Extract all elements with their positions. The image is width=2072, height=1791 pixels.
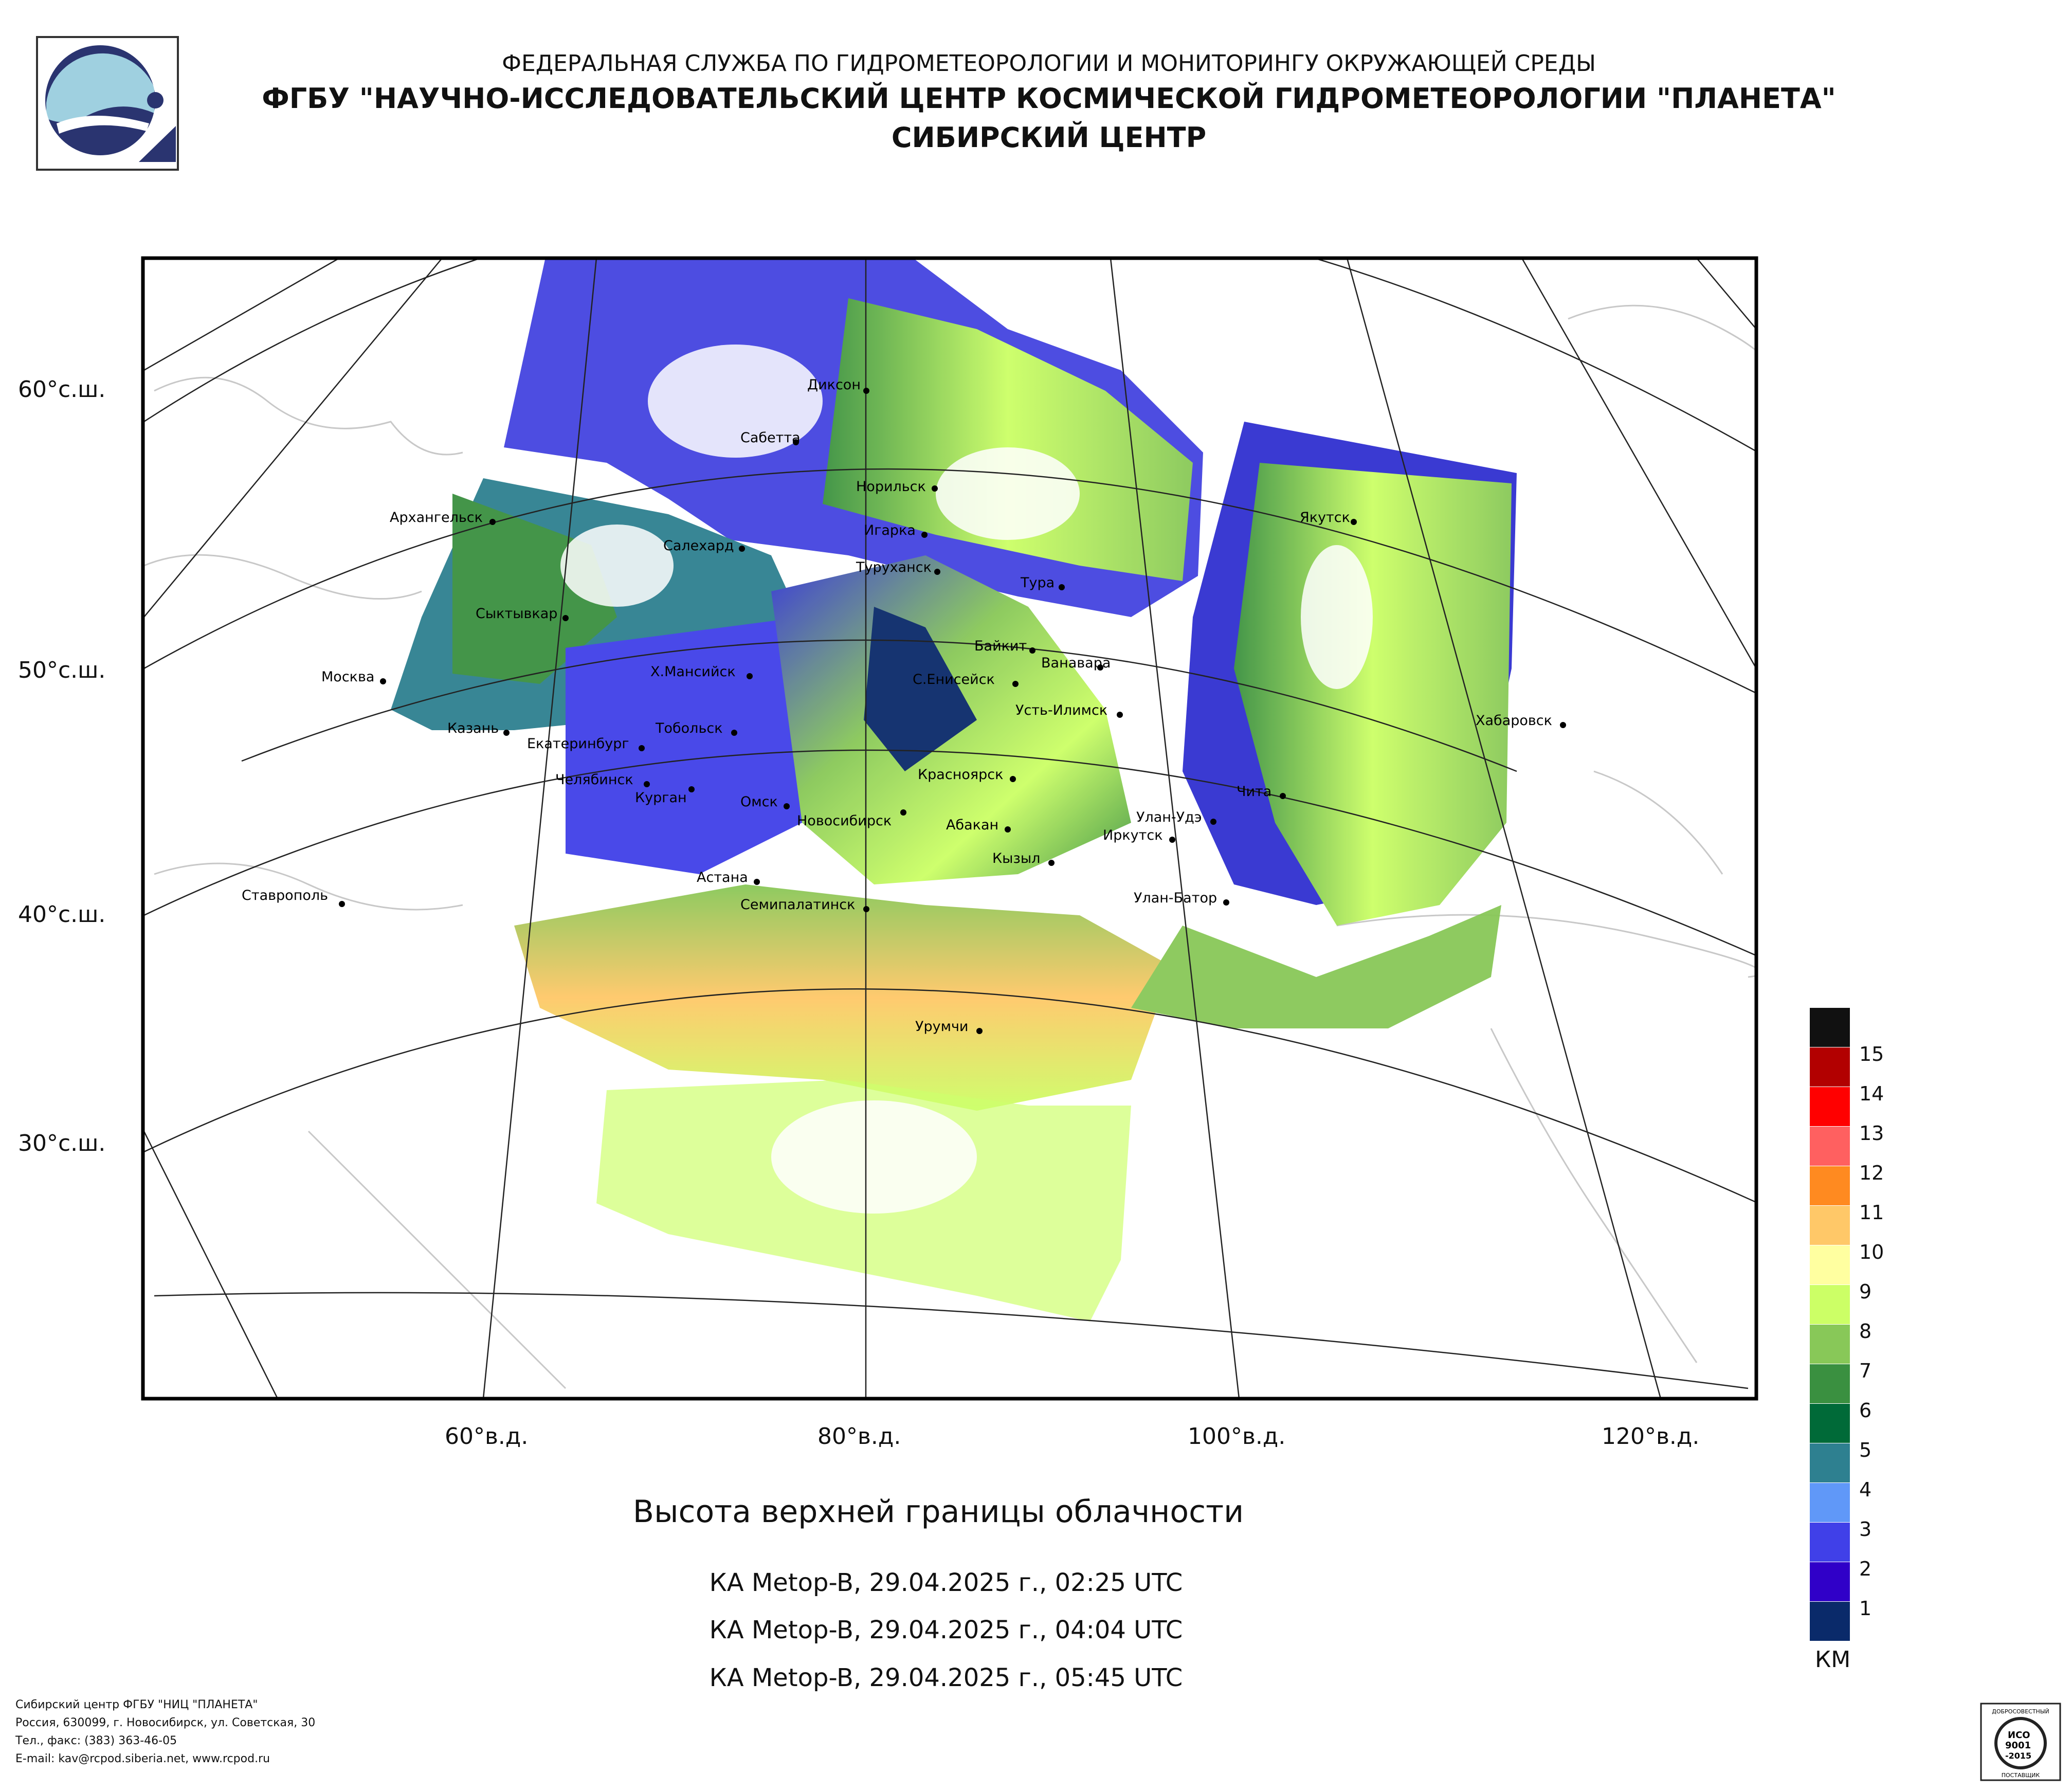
city-label: Кызыл: [992, 851, 1040, 866]
lon-label-100: 100°в.д.: [1188, 1423, 1285, 1450]
legend-swatch: [1810, 1285, 1850, 1324]
city-label: Улан-Удэ: [1136, 809, 1202, 825]
legend-swatch: [1810, 1206, 1850, 1245]
city-label: Диксон: [807, 377, 861, 393]
legend-swatch: [1810, 1404, 1850, 1443]
legend-swatch: [1810, 1523, 1850, 1562]
iso-badge: ДОБРОСОВЕСТНЫЙ ИСО 9001 -2015 ПОСТАВЩИК: [1979, 1702, 2062, 1782]
city-label: Семипалатинск: [740, 897, 855, 913]
city-label: Салехард: [663, 538, 734, 554]
map-title: Высота верхней границы облачности: [632, 1494, 1244, 1530]
city-label: Туруханск: [856, 559, 932, 575]
legend-label: 12: [1859, 1162, 1884, 1184]
city-label: Тобольск: [655, 720, 723, 736]
city-label: Урумчи: [915, 1019, 968, 1035]
svg-text:-2015: -2015: [2005, 1751, 2031, 1761]
lat-label-30: 30°с.ш.: [18, 1130, 105, 1156]
footer-email: E-mail: kav@rcpod.siberia.net, www.rcpod…: [15, 1752, 270, 1765]
legend-swatch: [1810, 1127, 1850, 1166]
footer-phone: Тел., факс: (383) 363-46-05: [15, 1734, 177, 1747]
legend-swatch: [1810, 1008, 1850, 1047]
legend-swatch: [1810, 1047, 1850, 1087]
legend-label: 4: [1859, 1478, 1872, 1501]
legend-label: 10: [1859, 1241, 1884, 1263]
city-label: Усть-Илимск: [1015, 702, 1107, 718]
legend-swatch: [1810, 1166, 1850, 1205]
city-label: Байкит: [974, 638, 1027, 654]
city-label: Челябинск: [555, 772, 633, 788]
city-label: Казань: [447, 720, 499, 736]
satellite-pass: КА Metop-B, 29.04.2025 г., 05:45 UTC: [709, 1663, 1183, 1692]
city-label: Иркутск: [1103, 827, 1163, 843]
city-label: Курган: [635, 790, 687, 806]
planeta-logo: [36, 36, 179, 171]
city-label: Улан-Батор: [1134, 890, 1217, 906]
legend-swatch: [1810, 1443, 1850, 1482]
svg-text:ПОСТАВЩИК: ПОСТАВЩИК: [2002, 1772, 2040, 1779]
header-branch: СИБИРСКИЙ ЦЕНТР: [891, 121, 1207, 154]
satellite-pass: КА Metop-B, 29.04.2025 г., 04:04 UTC: [709, 1616, 1183, 1644]
footer-contacts: Сибирский центр ФГБУ "НИЦ "ПЛАНЕТА" Росс…: [15, 1696, 315, 1768]
lon-label-60: 60°в.д.: [445, 1423, 528, 1450]
city-label: Абакан: [946, 817, 998, 833]
legend-swatch: [1810, 1483, 1850, 1522]
lat-label-50: 50°с.ш.: [18, 657, 105, 683]
city-label: Ванавара: [1041, 655, 1111, 671]
legend-label: 1: [1859, 1597, 1872, 1620]
legend-label: 15: [1859, 1043, 1884, 1065]
svg-text:9001: 9001: [2005, 1740, 2031, 1751]
legend-label: 14: [1859, 1082, 1884, 1105]
city-label: Сабетта: [740, 430, 801, 446]
legend-unit: КМ: [1815, 1647, 1851, 1673]
legend-swatch: [1810, 1562, 1850, 1601]
city-label: Якутск: [1300, 510, 1350, 526]
legend-swatch: [1810, 1602, 1850, 1641]
city-label: Чита: [1237, 784, 1271, 800]
city-label: Хабаровск: [1476, 713, 1552, 729]
svg-text:ДОБРОСОВЕСТНЫЙ: ДОБРОСОВЕСТНЫЙ: [1992, 1708, 2049, 1715]
satellite-pass: КА Metop-B, 29.04.2025 г., 02:25 UTC: [709, 1568, 1183, 1597]
svg-text:ИСО: ИСО: [2008, 1730, 2030, 1741]
header-agency: ФЕДЕРАЛЬНАЯ СЛУЖБА ПО ГИДРОМЕТЕОРОЛОГИИ …: [502, 50, 1596, 77]
header-center: ФГБУ "НАУЧНО-ИССЛЕДОВАТЕЛЬСКИЙ ЦЕНТР КОС…: [262, 82, 1836, 115]
legend-label: 13: [1859, 1122, 1884, 1145]
footer-org: Сибирский центр ФГБУ "НИЦ "ПЛАНЕТА": [15, 1698, 258, 1711]
city-label: Архангельск: [390, 510, 483, 526]
legend-swatch: [1810, 1087, 1850, 1126]
city-label: Игарка: [864, 522, 916, 538]
city-label: С.Енисейск: [913, 672, 995, 688]
city-label: Х.Мансийск: [650, 664, 736, 680]
legend-label: 5: [1859, 1439, 1872, 1461]
lat-label-60: 60°с.ш.: [18, 376, 105, 403]
footer-address: Россия, 630099, г. Новосибирск, ул. Сове…: [15, 1716, 316, 1729]
legend-swatch: [1810, 1245, 1850, 1285]
legend-label: 11: [1859, 1201, 1884, 1224]
city-label: Сыктывкар: [476, 606, 557, 622]
lon-label-120: 120°в.д.: [1602, 1423, 1699, 1450]
city-label: Тура: [1020, 575, 1055, 591]
city-label: Новосибирск: [797, 813, 892, 829]
map-frame: [141, 256, 1758, 1401]
city-label: Екатеринбург: [527, 736, 629, 752]
city-label: Омск: [740, 794, 778, 810]
city-label: Москва: [321, 669, 374, 685]
city-label: Красноярск: [918, 767, 1003, 783]
legend-label: 2: [1859, 1558, 1872, 1580]
legend-swatch: [1810, 1364, 1850, 1403]
legend-swatch: [1810, 1325, 1850, 1364]
lon-label-80: 80°в.д.: [817, 1423, 901, 1450]
lat-label-40: 40°с.ш.: [18, 901, 105, 928]
city-label: Астана: [697, 870, 748, 885]
city-label: Ставрополь: [242, 888, 328, 903]
legend-label: 9: [1859, 1280, 1872, 1303]
legend-label: 7: [1859, 1360, 1872, 1382]
legend-label: 8: [1859, 1320, 1872, 1343]
legend-label: 6: [1859, 1399, 1872, 1422]
city-label: Норильск: [856, 479, 926, 495]
legend-label: 3: [1859, 1518, 1872, 1541]
